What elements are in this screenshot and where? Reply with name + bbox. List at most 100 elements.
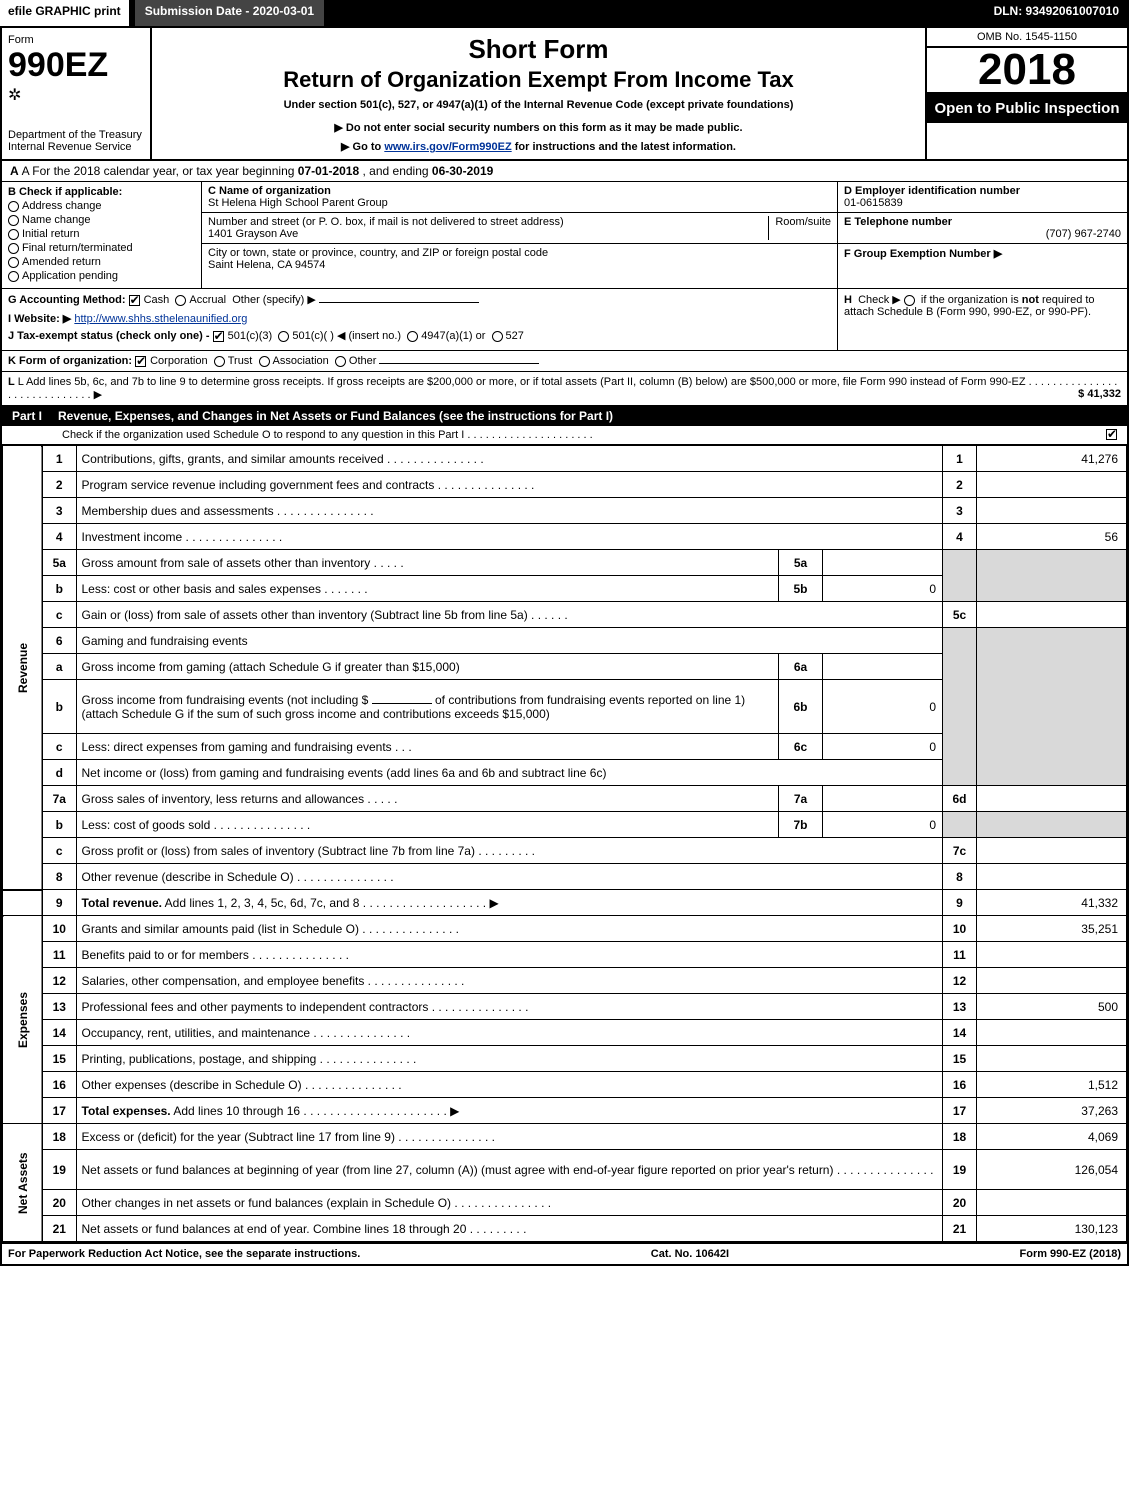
line-2-desc: Program service revenue including govern… (82, 478, 435, 492)
check-other-org[interactable] (335, 356, 346, 367)
check-schedule-o-part1[interactable] (1106, 429, 1117, 440)
city-value: Saint Helena, CA 94574 (208, 259, 325, 271)
header-left: Form 990EZ ✲ Department of the Treasury … (2, 28, 152, 159)
check-501c3[interactable] (213, 331, 224, 342)
check-application-pending[interactable]: Application pending (8, 270, 195, 282)
line-5a-desc: Gross amount from sale of assets other t… (82, 556, 371, 570)
paperwork-notice: For Paperwork Reduction Act Notice, see … (8, 1248, 360, 1260)
line-7a-innernum: 7a (779, 786, 823, 812)
line-15-value (977, 1046, 1127, 1072)
line-8-num: 8 (42, 864, 76, 890)
gross-receipts-row: L L Add lines 5b, 6c, and 7b to line 9 t… (2, 372, 1127, 406)
line-18-num: 18 (42, 1124, 76, 1150)
irs-link[interactable]: www.irs.gov/Form990EZ (384, 141, 511, 153)
tax-year-end: 06-30-2019 (432, 164, 493, 178)
org-name: St Helena High School Parent Group (208, 197, 388, 209)
check-name-change[interactable]: Name change (8, 214, 195, 226)
check-cash[interactable] (129, 295, 140, 306)
catalog-number: Cat. No. 10642I (651, 1248, 729, 1260)
line-14-num: 14 (42, 1020, 76, 1046)
part-1-title: Revenue, Expenses, and Changes in Net As… (52, 406, 1127, 426)
line-7b-desc: Less: cost of goods sold (82, 818, 211, 832)
check-4947a1[interactable] (407, 331, 418, 342)
line-17-refnum: 17 (943, 1098, 977, 1124)
line-20-num: 20 (42, 1190, 76, 1216)
line-21-refnum: 21 (943, 1216, 977, 1242)
part-1-header: Part I Revenue, Expenses, and Changes in… (2, 406, 1127, 426)
header-middle: Short Form Return of Organization Exempt… (152, 28, 927, 159)
check-501c[interactable] (278, 331, 289, 342)
return-title: Return of Organization Exempt From Incom… (162, 67, 915, 93)
expenses-side-label: Expenses (3, 916, 43, 1124)
line-15-num: 15 (42, 1046, 76, 1072)
line-3-refnum: 3 (943, 498, 977, 524)
check-final-return[interactable]: Final return/terminated (8, 242, 195, 254)
line-14-value (977, 1020, 1127, 1046)
line-6-greyval (977, 628, 1127, 786)
line-12-refnum: 12 (943, 968, 977, 994)
tax-exempt-status-row: J Tax-exempt status (check only one) - 5… (8, 329, 831, 342)
line-9-value: 41,332 (977, 890, 1127, 916)
check-no-schedule-b[interactable] (904, 295, 915, 306)
accounting-method-row: G Accounting Method: Cash Accrual Other … (8, 293, 831, 306)
website-link[interactable]: http://www.shhs.sthelenaunified.org (74, 313, 247, 325)
line-19-value: 126,054 (977, 1150, 1127, 1190)
website-row: I Website: ▶ http://www.shhs.sthelenauni… (8, 312, 831, 325)
check-corporation[interactable] (135, 356, 146, 367)
line-12-value (977, 968, 1127, 994)
line-2-value (977, 472, 1127, 498)
col-b-title: B Check if applicable: (8, 186, 195, 198)
line-14-refnum: 14 (943, 1020, 977, 1046)
check-trust[interactable] (214, 356, 225, 367)
submission-date-label: Submission Date - 2020-03-01 (135, 0, 324, 26)
501c3-label: 501(c)(3) (228, 330, 273, 342)
line-16-num: 16 (42, 1072, 76, 1098)
check-accrual[interactable] (175, 295, 186, 306)
line-5b-innernum: 5b (779, 576, 823, 602)
check-association[interactable] (259, 356, 270, 367)
under-section-text: Under section 501(c), 527, or 4947(a)(1)… (162, 99, 915, 111)
check-address-change[interactable]: Address change (8, 200, 195, 212)
line-6a-num: a (42, 654, 76, 680)
street-value: 1401 Grayson Ave (208, 228, 298, 240)
line-15-refnum: 15 (943, 1046, 977, 1072)
line-a-mid: , and ending (363, 164, 432, 178)
line-12-desc: Salaries, other compensation, and employ… (82, 974, 365, 988)
line-5c-refnum: 5c (943, 602, 977, 628)
line-7a-innerval (823, 786, 943, 812)
line-7ab-grey (943, 812, 977, 838)
g-label: G Accounting Method: (8, 294, 126, 306)
street-label: Number and street (or P. O. box, if mail… (208, 216, 564, 228)
line-5a-innerval (823, 550, 943, 576)
line-3-value (977, 498, 1127, 524)
line-10-refnum: 10 (943, 916, 977, 942)
group-exemption-label: F Group Exemption Number ▶ (844, 248, 1002, 260)
city-label: City or town, state or province, country… (208, 247, 548, 259)
line-13-num: 13 (42, 994, 76, 1020)
form-word: Form (8, 34, 144, 46)
identity-block: B Check if applicable: Address change Na… (2, 182, 1127, 289)
department-label: Department of the Treasury Internal Reve… (8, 129, 144, 153)
check-initial-return[interactable]: Initial return (8, 228, 195, 240)
line-11-value (977, 942, 1127, 968)
line-6c-innerval: 0 (823, 734, 943, 760)
room-suite-label: Room/suite (768, 216, 831, 240)
line-5b-innerval: 0 (823, 576, 943, 602)
check-527[interactable] (492, 331, 503, 342)
4947a1-label: 4947(a)(1) or (421, 330, 485, 342)
line-16-value: 1,512 (977, 1072, 1127, 1098)
line-19-desc: Net assets or fund balances at beginning… (82, 1163, 834, 1177)
column-d-e-f: D Employer identification number 01-0615… (837, 182, 1127, 288)
line-6b-num: b (42, 680, 76, 734)
line-6a-innernum: 6a (779, 654, 823, 680)
line-6c-desc: Less: direct expenses from gaming and fu… (82, 740, 392, 754)
check-amended-return[interactable]: Amended return (8, 256, 195, 268)
line-4-num: 4 (42, 524, 76, 550)
line-14-desc: Occupancy, rent, utilities, and maintena… (82, 1026, 311, 1040)
treasury-seal-icon: ✲ (8, 85, 144, 105)
open-to-public-label: Open to Public Inspection (927, 94, 1127, 123)
line-6c-num: c (42, 734, 76, 760)
line-5a-num: 5a (42, 550, 76, 576)
line-5ab-grey (943, 550, 977, 602)
line-7c-value (977, 838, 1127, 864)
